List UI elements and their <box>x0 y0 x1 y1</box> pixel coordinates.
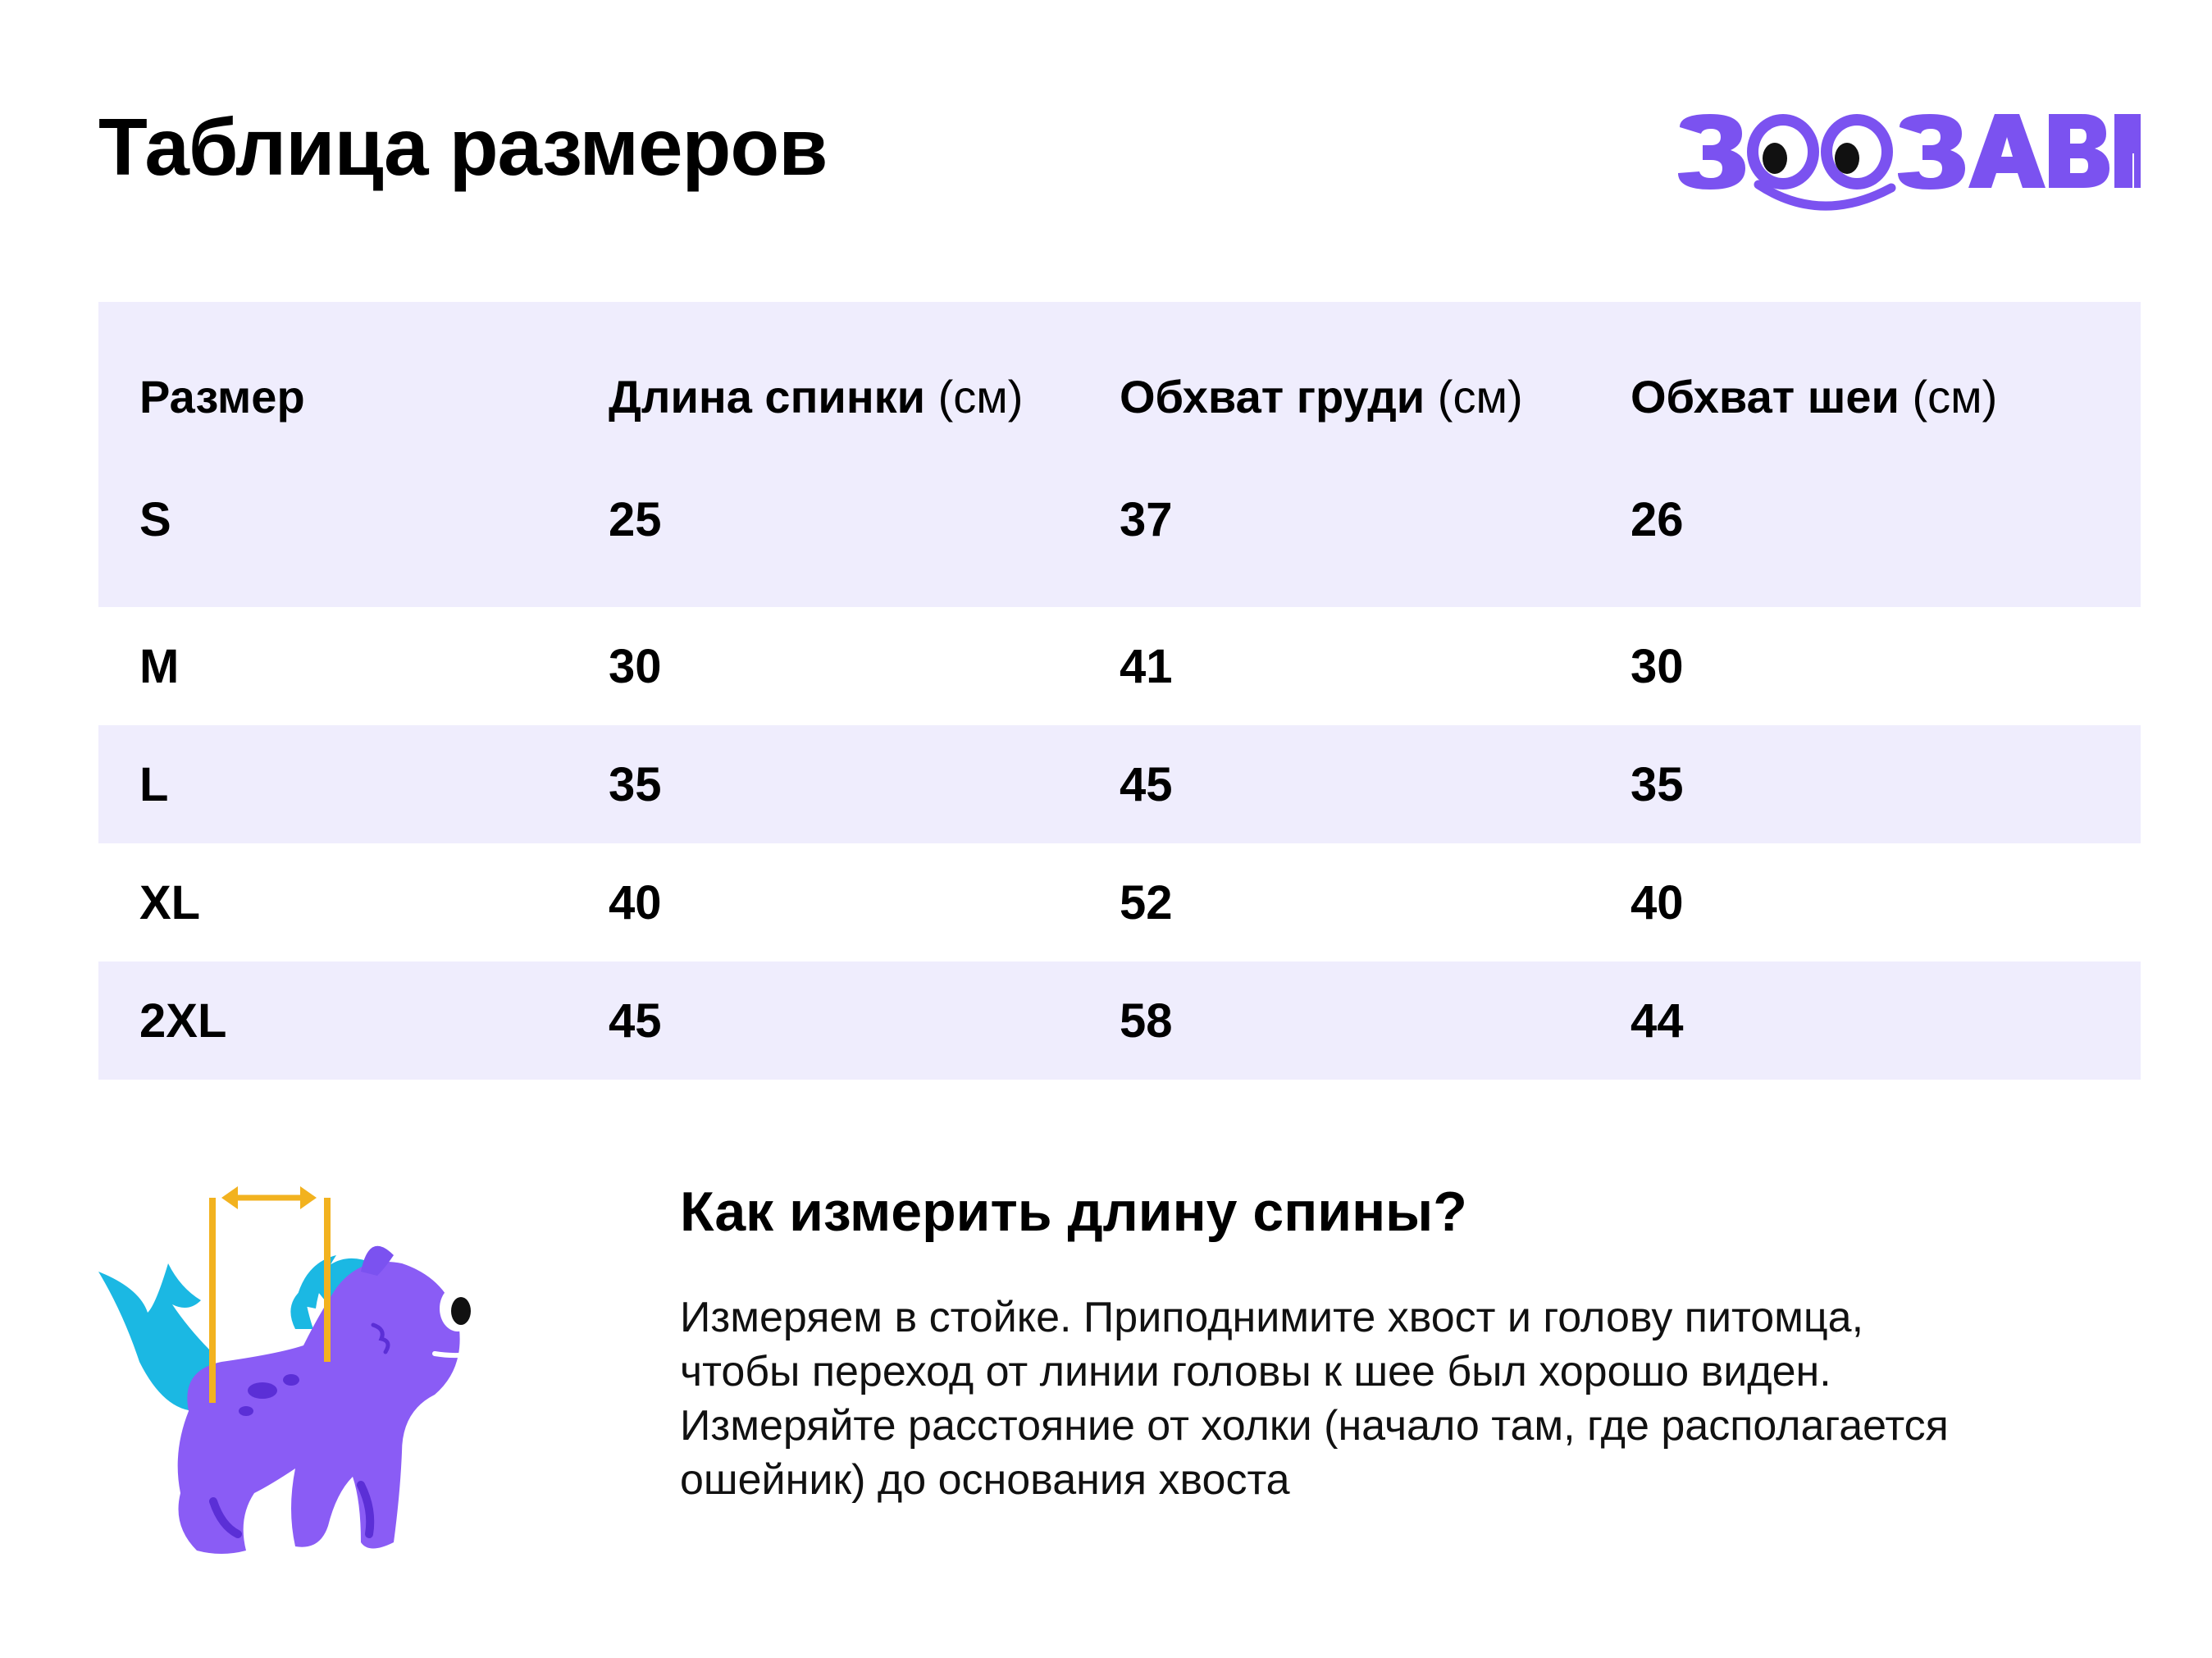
arrow-left-icon <box>221 1186 238 1209</box>
dino-measure-illustration <box>98 1186 486 1554</box>
table-row: 2XL 45 58 44 <box>98 961 2141 1080</box>
size-table: Размер Длина спинки (см) Обхват груди (с… <box>98 302 2141 1080</box>
howto-text: Измеряем в стойке. Приподнимите хвост и … <box>680 1294 1949 1504</box>
cell-back-length: 25 <box>609 493 662 546</box>
page-title: Таблица размеров <box>98 102 828 192</box>
measure-line-right <box>324 1198 331 1362</box>
cell-chest-girth: 45 <box>1120 757 1173 811</box>
howto-title: Как измерить длину спины? <box>680 1181 1467 1243</box>
unit-label: (см) <box>1912 371 1998 422</box>
cell-size: S <box>139 493 171 546</box>
header-chest-girth: Обхват груди (см) <box>1120 371 1523 422</box>
cell-chest-girth: 52 <box>1120 875 1173 929</box>
cell-neck-girth: 40 <box>1630 875 1684 929</box>
cell-back-length: 35 <box>609 757 662 811</box>
cell-size: XL <box>139 875 201 929</box>
header-back-length: Длина спинки (см) <box>609 371 1024 422</box>
cell-back-length: 45 <box>609 993 662 1048</box>
cell-size: L <box>139 757 169 811</box>
cell-neck-girth: 44 <box>1630 993 1684 1048</box>
table-header-row: Размер Длина спинки (см) Обхват груди (с… <box>98 302 2141 492</box>
cell-neck-girth: 26 <box>1630 493 1684 546</box>
cell-chest-girth: 58 <box>1120 993 1173 1048</box>
cell-neck-girth: 30 <box>1630 639 1684 693</box>
unit-label: (см) <box>1437 371 1523 422</box>
cell-size: 2XL <box>139 993 227 1048</box>
cell-size: M <box>139 639 180 693</box>
header-size: Размер <box>139 371 305 422</box>
dino-body <box>177 1262 460 1554</box>
cell-back-length: 40 <box>609 875 662 929</box>
measure-line-left <box>209 1198 216 1403</box>
tail-spikes <box>98 1263 213 1411</box>
cell-neck-girth: 35 <box>1630 757 1684 811</box>
header-neck-girth: Обхват шеи (см) <box>1630 371 1998 422</box>
zoozavr-logo <box>1678 114 2141 211</box>
cell-chest-girth: 41 <box>1120 639 1173 693</box>
table-row: L 35 45 35 <box>98 725 2141 843</box>
unit-label: (см) <box>937 371 1024 422</box>
cell-back-length: 30 <box>609 639 662 693</box>
arrow-right-icon <box>300 1186 317 1209</box>
table-row: M 30 41 30 <box>98 607 2141 725</box>
cell-chest-girth: 37 <box>1120 493 1173 546</box>
table-row: S 25 37 26 <box>98 492 2141 607</box>
table-row: XL 40 52 40 <box>98 843 2141 961</box>
